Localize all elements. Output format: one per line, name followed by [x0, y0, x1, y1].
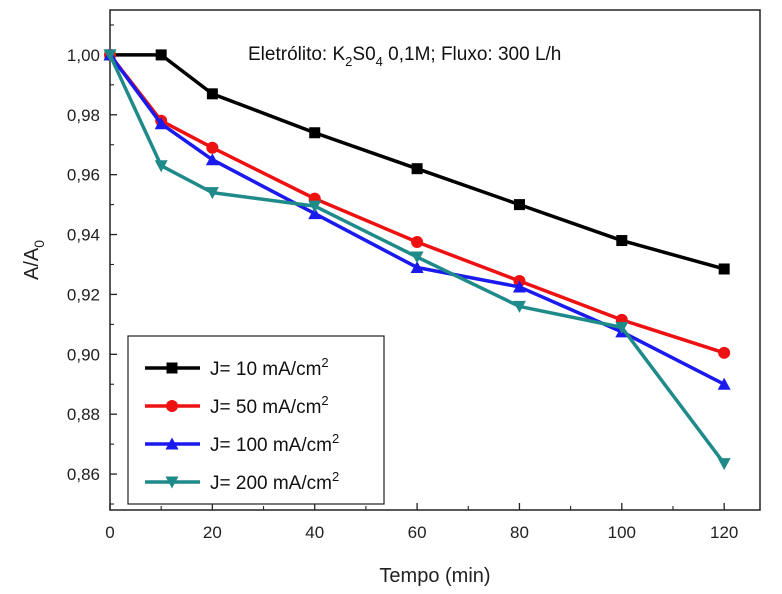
x-tick-label: 120: [710, 523, 738, 542]
legend-label: J= 50 mA/cm2: [210, 393, 329, 418]
data-point: [206, 88, 218, 100]
y-tick-label: 1,00: [67, 46, 100, 65]
y-axis-label: A/A0: [21, 240, 47, 280]
data-point: [154, 160, 168, 173]
data-point: [512, 280, 526, 293]
data-point: [103, 49, 117, 62]
legend-marker: [166, 362, 178, 374]
data-point: [513, 199, 525, 211]
data-point: [205, 187, 219, 200]
legend-item: J= 10 mA/cm2: [145, 355, 329, 380]
data-point: [308, 207, 322, 220]
series-4: [103, 49, 731, 471]
x-axis: 0 20 40 60 80 100 120: [105, 503, 738, 542]
series-layer: [103, 48, 731, 471]
legend-marker: [165, 476, 179, 489]
data-point: [717, 458, 731, 471]
legend-item: J= 100 mA/cm2: [145, 431, 339, 456]
legend-marker: [165, 437, 179, 450]
data-point: [206, 141, 219, 154]
data-point: [308, 200, 322, 213]
legend-item: J= 50 mA/cm2: [145, 393, 329, 418]
legend-marker: [166, 400, 178, 412]
data-point: [309, 127, 321, 139]
y-tick-label: 0,98: [67, 106, 100, 125]
x-tick-label: 60: [408, 523, 427, 542]
y-axis: 0,86 0,88 0,90 0,92 0,94 0,96 0,98 1,00: [67, 24, 117, 505]
data-point: [718, 346, 731, 359]
data-point: [718, 263, 730, 275]
legend-item: J= 200 mA/cm2: [145, 469, 339, 494]
y-tick-label: 0,92: [67, 285, 100, 304]
data-point: [512, 300, 526, 313]
legend-label: J= 100 mA/cm2: [210, 431, 339, 456]
y-tick-label: 0,88: [67, 405, 100, 424]
y-tick-label: 0,94: [67, 226, 100, 245]
series-line: [110, 53, 725, 271]
x-tick-label: 20: [203, 523, 222, 542]
y-tick-label: 0,90: [67, 345, 100, 364]
legend-label: J= 10 mA/cm2: [210, 355, 329, 380]
data-point: [411, 236, 424, 249]
y-tick-label: 0,96: [67, 166, 100, 185]
data-point: [411, 163, 423, 175]
series-2: [104, 48, 731, 359]
legend: J= 10 mA/cm2 J= 50 mA/cm2 J= 100 mA/cm2 J= …: [127, 335, 385, 505]
data-point: [155, 49, 167, 61]
x-tick-label: 80: [510, 523, 529, 542]
x-axis-label: Tempo (min): [379, 565, 490, 587]
data-point: [410, 260, 424, 273]
data-point: [717, 377, 731, 390]
data-point: [410, 251, 424, 264]
x-tick-label: 40: [305, 523, 324, 542]
chart-annotation: Eletrólito: K2S04 0,1M; Fluxo: 300 L/h: [248, 44, 561, 69]
series-line: [108, 53, 725, 386]
data-point: [616, 235, 628, 247]
data-point: [154, 117, 168, 130]
x-tick-label: 0: [105, 523, 114, 542]
series-line: [108, 54, 726, 465]
y-tick-label: 0,86: [67, 465, 100, 484]
x-tick-label: 100: [608, 523, 636, 542]
legend-label: J= 200 mA/cm2: [210, 469, 339, 494]
series-line: [108, 53, 725, 355]
data-point: [205, 153, 219, 166]
plot-frame: [109, 9, 761, 511]
data-point: [615, 321, 629, 334]
